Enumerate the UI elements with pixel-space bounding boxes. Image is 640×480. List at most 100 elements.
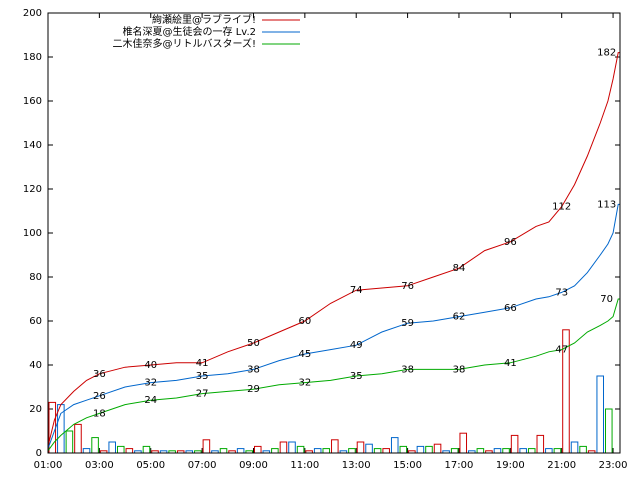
- data-label: 66: [504, 303, 517, 314]
- data-label: 41: [504, 358, 517, 369]
- bar: [553, 448, 562, 454]
- x-tick-label: 09:00: [239, 460, 268, 471]
- data-label: 29: [247, 384, 260, 395]
- bar: [91, 437, 99, 454]
- data-label: 18: [93, 408, 106, 419]
- bar: [296, 445, 305, 454]
- data-label: 38: [401, 364, 414, 375]
- bar: [502, 448, 510, 454]
- y-tick-label: 80: [29, 272, 42, 283]
- bar: [493, 448, 502, 454]
- legend-label: 絢瀬絵里@ラブライブ!: [152, 13, 256, 26]
- data-label: 74: [350, 285, 363, 296]
- bar: [527, 448, 536, 454]
- bar: [459, 432, 468, 454]
- x-tick-label: 11:00: [290, 460, 319, 471]
- y-tick-label: 160: [23, 96, 42, 107]
- data-label: 27: [196, 389, 209, 400]
- bar: [382, 448, 390, 454]
- x-tick-label: 15:00: [393, 460, 422, 471]
- bar: [253, 445, 262, 454]
- legend-label: 二木佳奈多@リトルバスターズ!: [112, 37, 256, 50]
- series-line: [47, 203, 620, 449]
- bar: [202, 439, 211, 454]
- data-label: 47: [555, 345, 568, 356]
- bar: [596, 375, 605, 454]
- x-tick-label: 03:00: [85, 460, 114, 471]
- bar: [425, 445, 433, 454]
- y-tick-label: 40: [29, 360, 42, 371]
- bar: [450, 448, 459, 454]
- data-label: 70: [600, 294, 613, 305]
- bar: [219, 448, 228, 454]
- bar: [356, 441, 365, 454]
- data-label: 76: [401, 281, 414, 292]
- data-label: 49: [350, 340, 363, 351]
- data-label: 45: [298, 349, 311, 360]
- data-label: 113: [597, 199, 616, 210]
- bar: [348, 448, 356, 454]
- data-label: 84: [453, 263, 466, 274]
- bar: [271, 448, 279, 454]
- x-tick-label: 23:00: [599, 460, 628, 471]
- y-tick-label: 120: [23, 184, 42, 195]
- bar: [536, 434, 545, 454]
- bar: [519, 448, 527, 454]
- data-label: 59: [401, 318, 414, 329]
- bar: [236, 448, 245, 454]
- y-tick-label: 60: [29, 316, 42, 327]
- bar: [74, 423, 82, 454]
- x-tick-label: 17:00: [445, 460, 474, 471]
- bar: [605, 408, 613, 454]
- bar: [365, 443, 373, 454]
- bar: [510, 434, 519, 454]
- bar: [416, 445, 425, 454]
- x-tick-label: 07:00: [188, 460, 217, 471]
- bar: [476, 448, 485, 454]
- y-tick-label: 200: [23, 8, 42, 19]
- bar: [390, 437, 399, 454]
- data-label: 35: [196, 371, 209, 382]
- bar: [579, 445, 587, 454]
- data-label: 32: [298, 378, 311, 389]
- data-label: 38: [453, 364, 466, 375]
- data-label: 26: [93, 391, 106, 402]
- series-line: [47, 298, 620, 452]
- data-label: 182: [597, 48, 616, 59]
- bar: [142, 445, 151, 454]
- bar: [116, 445, 125, 454]
- y-tick-label: 20: [29, 404, 42, 415]
- bar: [65, 430, 74, 454]
- data-label: 96: [504, 237, 517, 248]
- bar: [313, 448, 322, 454]
- y-tick-label: 180: [23, 52, 42, 63]
- series-line: [47, 52, 620, 447]
- data-label: 32: [144, 378, 157, 389]
- x-tick-label: 19:00: [496, 460, 525, 471]
- bar: [288, 441, 296, 454]
- bar: [399, 445, 408, 454]
- y-tick-label: 140: [23, 140, 42, 151]
- data-label: 112: [552, 202, 571, 213]
- data-label: 24: [144, 395, 157, 406]
- plot-frame: [47, 12, 621, 454]
- bar: [570, 441, 579, 454]
- bar: [433, 443, 442, 454]
- data-label: 35: [350, 371, 363, 382]
- bar: [279, 441, 288, 454]
- y-tick-label: 100: [23, 228, 42, 239]
- bar: [82, 448, 91, 454]
- data-label: 62: [453, 312, 466, 323]
- data-label: 60: [298, 316, 311, 327]
- data-label: 40: [144, 360, 157, 371]
- x-tick-label: 21:00: [547, 460, 576, 471]
- x-tick-label: 13:00: [342, 460, 371, 471]
- bar: [331, 439, 339, 454]
- bar: [125, 448, 134, 454]
- data-label: 41: [196, 358, 209, 369]
- bar: [373, 448, 382, 454]
- data-label: 38: [247, 364, 260, 375]
- data-label: 73: [555, 287, 568, 298]
